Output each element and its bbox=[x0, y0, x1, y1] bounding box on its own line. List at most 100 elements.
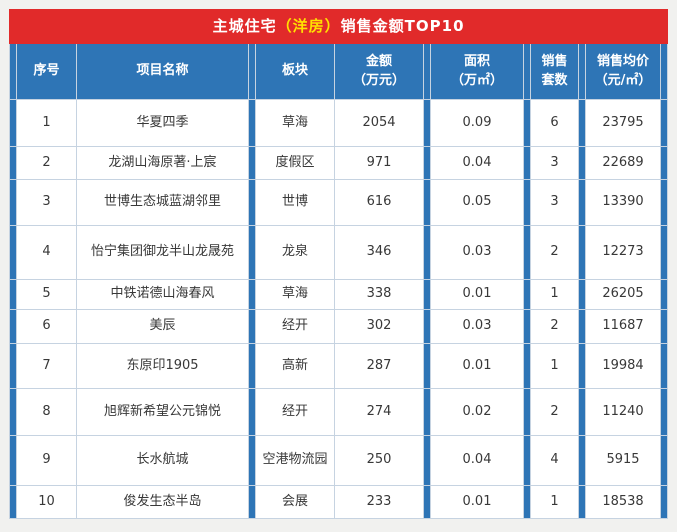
row-right-spacer bbox=[659, 179, 669, 226]
row-right-spacer bbox=[659, 225, 669, 280]
header-divider bbox=[248, 43, 256, 100]
row-divider bbox=[248, 309, 256, 344]
row-left-spacer bbox=[9, 343, 17, 389]
row-right-spacer bbox=[659, 485, 669, 519]
row-divider bbox=[248, 485, 256, 519]
cell-rank: 7 bbox=[16, 343, 77, 389]
cell-amount: 346 bbox=[334, 225, 424, 280]
cell-units: 1 bbox=[530, 279, 579, 310]
cell-rank: 9 bbox=[16, 435, 77, 486]
header-right-spacer bbox=[659, 43, 669, 100]
row-divider bbox=[578, 225, 586, 280]
row-left-spacer bbox=[9, 309, 17, 344]
row-right-spacer bbox=[659, 309, 669, 344]
row-divider bbox=[523, 309, 531, 344]
cell-avg-price: 13390 bbox=[585, 179, 661, 226]
cell-district: 世博 bbox=[255, 179, 335, 226]
row-divider bbox=[248, 435, 256, 486]
row-left-spacer bbox=[9, 435, 17, 486]
title-bar: 主城住宅（洋房）销售金额TOP10 bbox=[8, 9, 669, 44]
table-row: 3 世博生态城蓝湖邻里 世博 616 0.05 3 13390 bbox=[9, 179, 669, 226]
spreadsheet-table: 主城住宅（洋房）销售金额TOP10 序号 项目名称 板块 金额 （万元） 面积 … bbox=[8, 9, 669, 519]
col-header-amount: 金额 （万元） bbox=[334, 43, 424, 100]
cell-size: 0.01 bbox=[430, 343, 524, 389]
row-right-spacer bbox=[659, 388, 669, 436]
cell-units: 2 bbox=[530, 388, 579, 436]
row-divider bbox=[423, 435, 431, 486]
cell-size: 0.04 bbox=[430, 146, 524, 180]
cell-avg-price: 22689 bbox=[585, 146, 661, 180]
header-left-spacer bbox=[9, 43, 17, 100]
row-right-spacer bbox=[659, 279, 669, 310]
cell-rank: 4 bbox=[16, 225, 77, 280]
table-row: 6 美辰 经开 302 0.03 2 11687 bbox=[9, 309, 669, 344]
row-divider bbox=[578, 146, 586, 180]
row-divider bbox=[578, 485, 586, 519]
cell-rank: 6 bbox=[16, 309, 77, 344]
cell-units: 1 bbox=[530, 485, 579, 519]
row-divider bbox=[523, 343, 531, 389]
cell-avg-price: 19984 bbox=[585, 343, 661, 389]
col-header-units: 销售 套数 bbox=[530, 43, 579, 100]
col-header-rank: 序号 bbox=[16, 43, 77, 100]
row-divider bbox=[423, 146, 431, 180]
row-divider bbox=[423, 179, 431, 226]
header-divider bbox=[423, 43, 431, 100]
row-divider bbox=[248, 179, 256, 226]
cell-rank: 3 bbox=[16, 179, 77, 226]
col-header-size: 面积 （万㎡） bbox=[430, 43, 524, 100]
title-cell: 主城住宅（洋房）销售金额TOP10 bbox=[8, 9, 669, 44]
row-divider bbox=[523, 179, 531, 226]
cell-district: 草海 bbox=[255, 99, 335, 147]
cell-project-name: 中铁诺德山海春风 bbox=[76, 279, 249, 310]
cell-amount: 250 bbox=[334, 435, 424, 486]
row-divider bbox=[248, 388, 256, 436]
table-row: 4 怡宁集团御龙半山龙晟苑 龙泉 346 0.03 2 12273 bbox=[9, 225, 669, 280]
row-divider bbox=[523, 485, 531, 519]
cell-avg-price: 11240 bbox=[585, 388, 661, 436]
cell-district: 经开 bbox=[255, 309, 335, 344]
row-divider bbox=[248, 146, 256, 180]
col-header-avg-price: 销售均价 （元/㎡） bbox=[585, 43, 661, 100]
table-row: 1 华夏四季 草海 2054 0.09 6 23795 bbox=[9, 99, 669, 147]
cell-rank: 5 bbox=[16, 279, 77, 310]
row-divider bbox=[523, 279, 531, 310]
row-right-spacer bbox=[659, 146, 669, 180]
cell-district: 草海 bbox=[255, 279, 335, 310]
cell-district: 度假区 bbox=[255, 146, 335, 180]
row-divider bbox=[423, 99, 431, 147]
row-divider bbox=[523, 99, 531, 147]
row-divider bbox=[248, 99, 256, 147]
cell-avg-price: 23795 bbox=[585, 99, 661, 147]
table-row: 2 龙湖山海原著·上宸 度假区 971 0.04 3 22689 bbox=[9, 146, 669, 180]
row-left-spacer bbox=[9, 485, 17, 519]
header-divider bbox=[578, 43, 586, 100]
row-divider bbox=[423, 388, 431, 436]
cell-avg-price: 26205 bbox=[585, 279, 661, 310]
cell-size: 0.04 bbox=[430, 435, 524, 486]
table-header-row: 序号 项目名称 板块 金额 （万元） 面积 （万㎡） 销售 套数 销售均价 （元… bbox=[9, 43, 669, 100]
cell-amount: 616 bbox=[334, 179, 424, 226]
cell-district: 经开 bbox=[255, 388, 335, 436]
row-divider bbox=[523, 435, 531, 486]
cell-avg-price: 11687 bbox=[585, 309, 661, 344]
cell-size: 0.03 bbox=[430, 225, 524, 280]
row-divider bbox=[248, 279, 256, 310]
cell-district: 龙泉 bbox=[255, 225, 335, 280]
cell-project-name: 旭辉新希望公元锦悦 bbox=[76, 388, 249, 436]
cell-amount: 274 bbox=[334, 388, 424, 436]
row-divider bbox=[423, 309, 431, 344]
title-main-prefix: 主城住宅 bbox=[212, 16, 277, 35]
row-left-spacer bbox=[9, 146, 17, 180]
cell-units: 3 bbox=[530, 146, 579, 180]
row-right-spacer bbox=[659, 435, 669, 486]
row-divider bbox=[578, 388, 586, 436]
cell-amount: 971 bbox=[334, 146, 424, 180]
cell-size: 0.01 bbox=[430, 279, 524, 310]
row-divider bbox=[578, 179, 586, 226]
title-main-suffix: 销售金额TOP10 bbox=[340, 16, 465, 35]
cell-project-name: 东原印1905 bbox=[76, 343, 249, 389]
table-row: 5 中铁诺德山海春风 草海 338 0.01 1 26205 bbox=[9, 279, 669, 310]
row-divider bbox=[248, 225, 256, 280]
row-left-spacer bbox=[9, 388, 17, 436]
